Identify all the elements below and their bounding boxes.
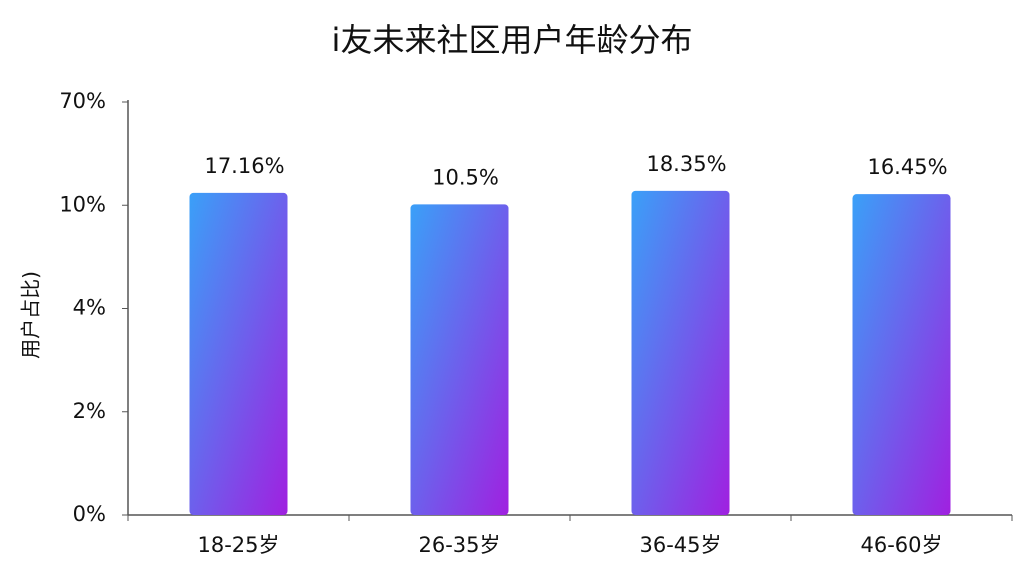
y-axis-label: 用户占比) xyxy=(19,271,43,359)
value-label: 18.35% xyxy=(646,152,726,176)
x-tick-label: 18-25岁 xyxy=(197,533,279,557)
y-tick-label: 0% xyxy=(73,502,106,526)
chart-title: i友未来社区用户年龄分布 xyxy=(332,21,693,59)
x-tick-label: 36-45岁 xyxy=(639,533,721,557)
bar xyxy=(852,194,951,515)
value-label: 10.5% xyxy=(432,165,499,189)
y-tick-label: 70% xyxy=(59,89,106,113)
y-tick-label: 4% xyxy=(73,296,106,320)
y-tick-label: 2% xyxy=(73,399,106,423)
x-tick-label: 26-35岁 xyxy=(418,533,500,557)
y-tick-label: 10% xyxy=(59,192,106,216)
value-label: 17.16% xyxy=(204,154,284,178)
bar xyxy=(189,192,288,515)
bar xyxy=(631,190,730,515)
x-tick-label: 46-60岁 xyxy=(860,533,942,557)
value-label: 16.45% xyxy=(867,155,947,179)
bar xyxy=(410,204,509,515)
